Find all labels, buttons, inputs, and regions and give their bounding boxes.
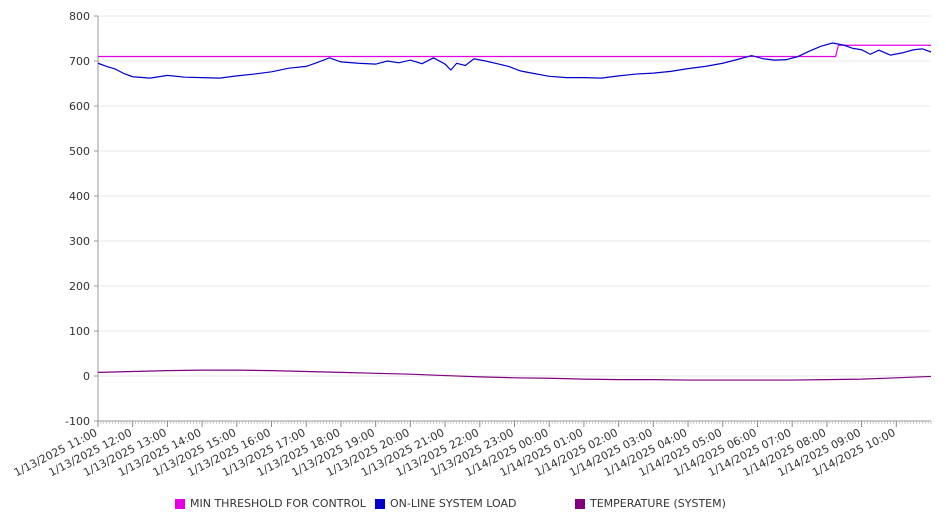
- legend-label-temperature: TEMPERATURE (SYSTEM): [590, 497, 726, 510]
- axes: [97, 16, 931, 422]
- y-tick-label: 100: [69, 325, 90, 338]
- y-tick-label: 400: [69, 190, 90, 203]
- y-tick-label: 600: [69, 100, 90, 113]
- y-tick-label: 800: [69, 10, 90, 23]
- series-line-temperature: [97, 369, 932, 381]
- y-tick-label: -100: [65, 415, 90, 428]
- gridlines: [98, 15, 931, 422]
- y-tick-label: 300: [69, 235, 90, 248]
- series-line-system-load: [97, 42, 932, 79]
- legend-item-min-threshold[interactable]: MIN THRESHOLD FOR CONTROL: [175, 497, 366, 510]
- legend-swatch-system-load: [375, 498, 385, 509]
- series-line-min-threshold: [98, 44, 931, 58]
- legend-swatch-temperature: [575, 498, 585, 509]
- legend-label-min-threshold: MIN THRESHOLD FOR CONTROL: [190, 497, 366, 510]
- y-tick-label: 700: [69, 55, 90, 68]
- legend-swatch-min-threshold: [175, 498, 185, 509]
- y-tick-label: 500: [69, 145, 90, 158]
- legend: MIN THRESHOLD FOR CONTROL ON-LINE SYSTEM…: [0, 497, 946, 515]
- legend-item-temperature[interactable]: TEMPERATURE (SYSTEM): [575, 497, 726, 510]
- x-axis-ticks: 1/13/2025 11:001/13/2025 12:001/13/2025 …: [12, 421, 932, 479]
- legend-label-system-load: ON-LINE SYSTEM LOAD: [390, 497, 517, 510]
- y-tick-label: 0: [83, 370, 90, 383]
- y-axis-ticks: -100 0 100 200 300 400 500 600 700 800: [65, 10, 98, 428]
- series-lines: [97, 42, 932, 381]
- legend-item-system-load[interactable]: ON-LINE SYSTEM LOAD: [375, 497, 516, 510]
- y-tick-label: 200: [69, 280, 90, 293]
